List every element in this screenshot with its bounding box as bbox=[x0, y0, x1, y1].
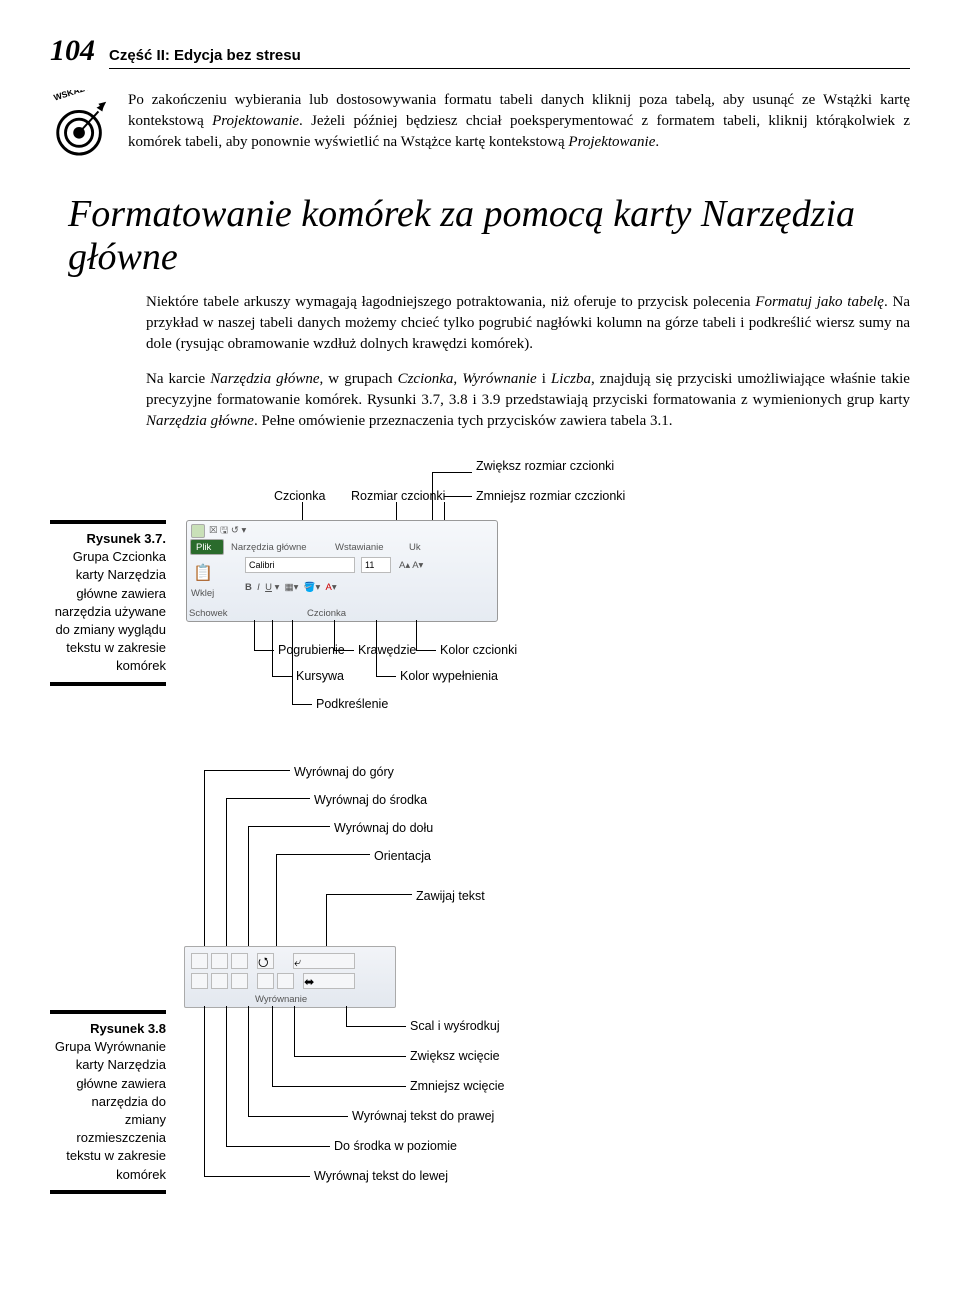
callout-fillcolor: Kolor wypełnienia bbox=[400, 668, 498, 686]
callout-italic: Kursywa bbox=[296, 668, 344, 686]
callout-decr-indent: Zmniejsz wcięcie bbox=[410, 1078, 504, 1096]
tip-text: Po zakończeniu wybierania lub dostosowyw… bbox=[128, 90, 910, 167]
text-em: Liczba bbox=[551, 371, 591, 387]
font-name-box: Calibri bbox=[245, 557, 355, 573]
callout-underline: Podkreślenie bbox=[316, 696, 388, 714]
body-para-1: Niektóre tabele arkuszy wymagają łagodni… bbox=[146, 292, 910, 355]
text-em: Narzędzia główne bbox=[210, 371, 319, 387]
callout-align-bottom: Wyrównaj do dołu bbox=[334, 820, 433, 838]
text: Niektóre tabele arkuszy wymagają łagodni… bbox=[146, 294, 755, 310]
text: , bbox=[453, 371, 462, 387]
text: Na karcie bbox=[146, 371, 210, 387]
callout-fontcolor: Kolor czcionki bbox=[440, 642, 517, 660]
page-header: 104 Część II: Edycja bez stresu bbox=[50, 30, 910, 72]
caption-title: Rysunek 3.8 bbox=[50, 1020, 166, 1038]
text: . Pełne omówienie przeznaczenia tych prz… bbox=[254, 413, 673, 429]
callout-align-center: Do środka w poziomie bbox=[334, 1138, 457, 1156]
grp-czcionka: Czcionka bbox=[307, 607, 346, 620]
tab-home: Narzędzia główne bbox=[231, 541, 307, 554]
caption-body: Grupa Wyrównanie karty Narzędzia główne … bbox=[55, 1039, 166, 1181]
font-size-box: 11 bbox=[361, 557, 391, 573]
caption-body: Grupa Czcionka karty Narzędzia główne za… bbox=[55, 549, 166, 673]
figure-caption-2: Rysunek 3.8 Grupa Wyrównanie karty Narzę… bbox=[50, 1010, 176, 1194]
callout-czcionka: Czcionka bbox=[274, 488, 325, 506]
text-em: Projektowanie bbox=[212, 113, 299, 129]
text-em: Formatuj jako tabelę bbox=[755, 294, 884, 310]
text-em: Projektowanie bbox=[568, 134, 655, 150]
callout-align-left: Wyrównaj tekst do lewej bbox=[314, 1168, 448, 1186]
callout-zwieksz: Zwiększ rozmiar czcionki bbox=[476, 458, 614, 476]
figure-3-7: Rysunek 3.7. Grupa Czcionka karty Narzęd… bbox=[50, 458, 910, 758]
callout-merge: Scal i wyśrodkuj bbox=[410, 1018, 500, 1036]
section-title: Część II: Edycja bez stresu bbox=[109, 45, 910, 69]
figure-3-8: Rysunek 3.8 Grupa Wyrównanie karty Narzę… bbox=[50, 758, 910, 1194]
callout-incr-indent: Zwiększ wcięcie bbox=[410, 1048, 500, 1066]
tab-plik: Plik bbox=[196, 541, 211, 554]
text: i bbox=[537, 371, 551, 387]
callout-align-mid: Wyrównaj do środka bbox=[314, 792, 427, 810]
alignment-ribbon: ⭯ ⤶ ⬌ Wyrównanie bbox=[184, 946, 396, 1008]
callout-zmniejsz: Zmniejsz rozmiar czczionki bbox=[476, 488, 625, 506]
tip-target-icon: WSKAZÓWKA bbox=[50, 90, 112, 167]
main-heading: Formatowanie komórek za pomocą karty Nar… bbox=[68, 193, 910, 278]
grp-alignment: Wyrównanie bbox=[255, 993, 307, 1006]
tip-paragraph: Po zakończeniu wybierania lub dostosowyw… bbox=[128, 90, 910, 153]
figure-1-diagram: Zwiększ rozmiar czcionki Czcionka Rozmia… bbox=[176, 458, 910, 758]
callout-orientation: Orientacja bbox=[374, 848, 431, 866]
btn-paste: Wklej bbox=[191, 587, 214, 600]
page-number: 104 bbox=[50, 30, 95, 72]
tab-insert: Wstawianie bbox=[335, 541, 384, 554]
tip-block: WSKAZÓWKA Po zakończeniu wybierania lub … bbox=[50, 90, 910, 167]
caption-title: Rysunek 3.7. bbox=[50, 530, 166, 548]
tab-uk: Uk bbox=[409, 541, 421, 554]
text: , w grupach bbox=[319, 371, 397, 387]
svg-text:WSKAZÓWKA: WSKAZÓWKA bbox=[52, 90, 112, 103]
figure-2-diagram: Wyrównaj do góry Wyrównaj do środka Wyró… bbox=[176, 758, 910, 1188]
body-block: Niektóre tabele arkuszy wymagają łagodni… bbox=[146, 292, 910, 432]
text: . bbox=[655, 134, 659, 150]
text-em: Wyrównanie bbox=[462, 371, 536, 387]
text-em: Narzędzia główne bbox=[146, 413, 254, 429]
callout-wrap: Zawijaj tekst bbox=[416, 888, 485, 906]
grp-schowek: Schowek bbox=[189, 607, 228, 620]
figure-caption-1: Rysunek 3.7. Grupa Czcionka karty Narzęd… bbox=[50, 520, 176, 686]
body-para-2: Na karcie Narzędzia główne, w grupach Cz… bbox=[146, 369, 910, 432]
callout-borders: Krawędzie bbox=[358, 642, 416, 660]
text-em: Czcionka bbox=[398, 371, 454, 387]
callout-align-top: Wyrównaj do góry bbox=[294, 764, 394, 782]
callout-bold: Pogrubienie bbox=[278, 642, 345, 660]
callout-align-right: Wyrównaj tekst do prawej bbox=[352, 1108, 494, 1126]
ribbon-mock: ☒ 🖫 ↺ ▾ Plik Narzędzia główne Wstawianie… bbox=[186, 520, 498, 622]
